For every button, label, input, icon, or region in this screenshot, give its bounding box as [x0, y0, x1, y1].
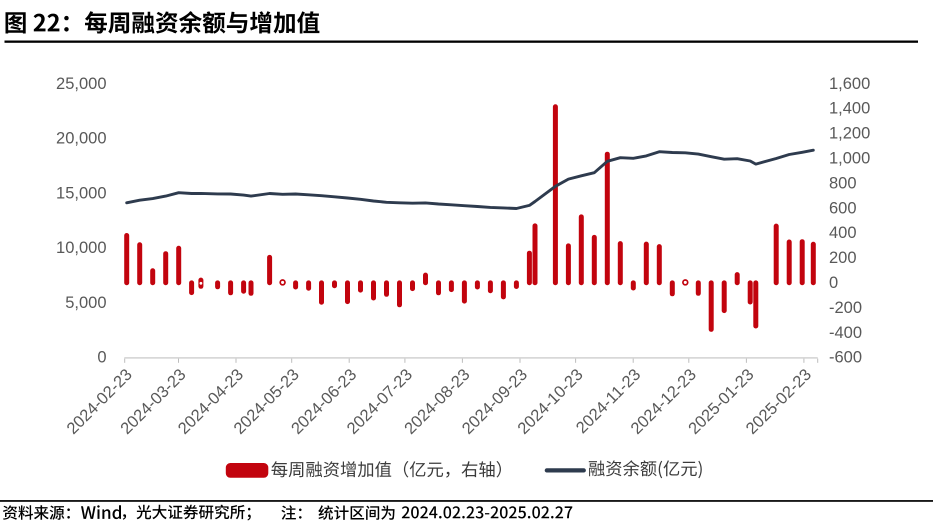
- svg-text:400: 400: [829, 224, 857, 242]
- svg-text:1,200: 1,200: [829, 125, 870, 143]
- svg-text:1,400: 1,400: [829, 100, 870, 118]
- svg-text:0: 0: [97, 349, 106, 367]
- svg-text:600: 600: [829, 199, 857, 217]
- svg-text:25,000: 25,000: [56, 75, 106, 93]
- svg-text:1,600: 1,600: [829, 75, 870, 93]
- svg-text:10,000: 10,000: [56, 239, 106, 257]
- svg-text:-600: -600: [829, 349, 862, 367]
- svg-text:15,000: 15,000: [56, 184, 106, 202]
- svg-text:-200: -200: [829, 299, 862, 317]
- svg-text:800: 800: [829, 174, 857, 192]
- svg-text:0: 0: [829, 274, 838, 292]
- svg-text:-400: -400: [829, 324, 862, 342]
- svg-text:1,000: 1,000: [829, 150, 870, 168]
- svg-text:20,000: 20,000: [56, 130, 106, 148]
- svg-text:200: 200: [829, 249, 857, 267]
- svg-text:5,000: 5,000: [65, 294, 106, 312]
